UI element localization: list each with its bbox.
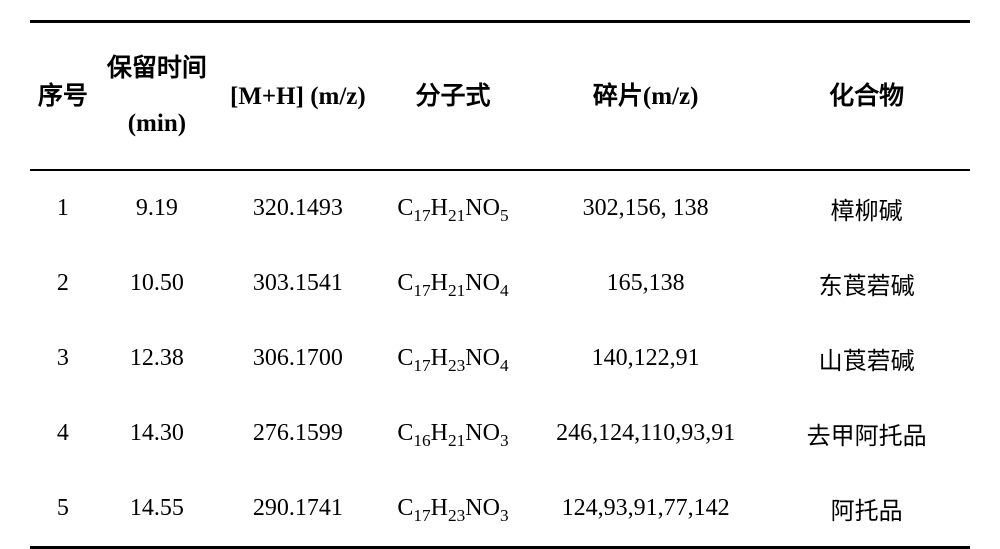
table-row: 5 14.55 290.1741 C17H23NO3 124,93,91,77,… [30, 471, 970, 548]
header-formula: 分子式 [378, 22, 528, 171]
cell-formula: C17H21NO4 [378, 246, 528, 321]
header-rt-line1: 保留时间 [107, 55, 207, 82]
cell-fragments: 140,122,91 [528, 321, 763, 396]
cell-formula: C16H21NO3 [378, 396, 528, 471]
cell-mh: 320.1493 [218, 170, 378, 246]
cell-mh: 290.1741 [218, 471, 378, 548]
cell-formula: C17H23NO4 [378, 321, 528, 396]
header-seq: 序号 [30, 22, 96, 171]
cell-rt: 14.55 [96, 471, 218, 548]
cell-formula: C17H21NO5 [378, 170, 528, 246]
cell-compound: 去甲阿托品 [763, 396, 970, 471]
table-header-row: 序号 保留时间 (min) [M+H] (m/z) 分子式 碎片(m/z) 化合… [30, 22, 970, 171]
table-row: 4 14.30 276.1599 C16H21NO3 246,124,110,9… [30, 396, 970, 471]
header-retention-time: 保留时间 (min) [96, 22, 218, 171]
table-row: 2 10.50 303.1541 C17H21NO4 165,138 东莨菪碱 [30, 246, 970, 321]
cell-seq: 5 [30, 471, 96, 548]
cell-rt: 10.50 [96, 246, 218, 321]
cell-rt: 12.38 [96, 321, 218, 396]
cell-seq: 3 [30, 321, 96, 396]
cell-compound: 山莨菪碱 [763, 321, 970, 396]
cell-fragments: 302,156, 138 [528, 170, 763, 246]
cell-seq: 2 [30, 246, 96, 321]
cell-mh: 276.1599 [218, 396, 378, 471]
cell-compound: 东莨菪碱 [763, 246, 970, 321]
cell-compound: 阿托品 [763, 471, 970, 548]
header-mh: [M+H] (m/z) [218, 22, 378, 171]
table-row: 1 9.19 320.1493 C17H21NO5 302,156, 138 樟… [30, 170, 970, 246]
header-fragments: 碎片(m/z) [528, 22, 763, 171]
table-row: 3 12.38 306.1700 C17H23NO4 140,122,91 山莨… [30, 321, 970, 396]
cell-seq: 1 [30, 170, 96, 246]
cell-mh: 303.1541 [218, 246, 378, 321]
cell-seq: 4 [30, 396, 96, 471]
cell-mh: 306.1700 [218, 321, 378, 396]
cell-fragments: 246,124,110,93,91 [528, 396, 763, 471]
cell-formula: C17H23NO3 [378, 471, 528, 548]
cell-rt: 14.30 [96, 396, 218, 471]
cell-fragments: 165,138 [528, 246, 763, 321]
cell-compound: 樟柳碱 [763, 170, 970, 246]
cell-rt: 9.19 [96, 170, 218, 246]
table-body: 1 9.19 320.1493 C17H21NO5 302,156, 138 樟… [30, 170, 970, 548]
data-table: 序号 保留时间 (min) [M+H] (m/z) 分子式 碎片(m/z) 化合… [30, 20, 970, 549]
header-rt-line2: (min) [128, 110, 186, 137]
header-compound: 化合物 [763, 22, 970, 171]
cell-fragments: 124,93,91,77,142 [528, 471, 763, 548]
